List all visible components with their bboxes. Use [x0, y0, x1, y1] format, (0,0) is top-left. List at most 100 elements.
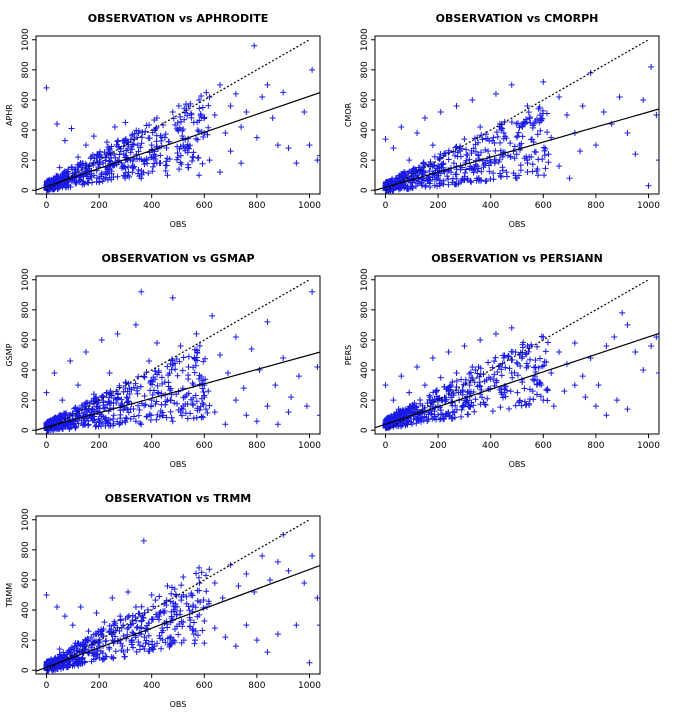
scatter-point: [190, 631, 197, 638]
scatter-point: [196, 611, 203, 618]
scatter-point: [442, 150, 449, 157]
scatter-point: [138, 288, 145, 295]
scatter-point: [138, 603, 145, 610]
scatter-point: [479, 136, 486, 143]
scatter-point: [471, 408, 478, 415]
scatter-point: [185, 372, 192, 379]
scatter-point: [388, 414, 395, 421]
scatter-point: [201, 115, 208, 122]
scatter-point: [482, 135, 489, 142]
scatter-point: [189, 158, 196, 165]
scatter-point: [148, 142, 155, 149]
scatter-point: [145, 170, 152, 177]
scatter-point: [211, 625, 218, 632]
x-tick-label: 1000: [298, 201, 321, 211]
scatter-point: [227, 102, 234, 109]
scatter-point: [75, 382, 82, 389]
scatter-point: [472, 161, 479, 168]
scatter-point: [80, 178, 87, 185]
scatter-point: [529, 376, 536, 383]
scatter-point: [104, 139, 110, 146]
scatter-point: [149, 168, 156, 175]
scatter-point: [99, 649, 106, 656]
x-tick-label: 1000: [637, 201, 660, 211]
scatter-point: [199, 385, 206, 392]
scatter-point: [131, 413, 138, 420]
scatter-points: [43, 288, 320, 434]
x-axis-label: OBS: [170, 460, 187, 469]
scatter-point: [153, 115, 160, 122]
scatter-point: [185, 364, 192, 371]
scatter-point: [204, 131, 211, 138]
scatter-point: [504, 173, 511, 180]
scatter-point: [172, 601, 179, 608]
scatter-point: [482, 178, 489, 185]
scatter-point: [492, 354, 499, 361]
scatter-point: [202, 572, 209, 579]
scatter-point: [180, 403, 187, 410]
scatter-point: [171, 606, 178, 613]
scatter-point: [188, 592, 195, 598]
scatter-point: [471, 379, 478, 386]
scatter-point: [232, 397, 239, 404]
scatter-point: [121, 173, 128, 180]
scatter-point: [157, 609, 164, 616]
scatter-point: [238, 124, 245, 131]
scatter-point: [632, 151, 639, 158]
scatter-point: [43, 659, 50, 666]
scatter-point: [127, 622, 134, 629]
scatter-point: [199, 627, 206, 634]
scatter-point: [149, 129, 156, 136]
y-axis-label: TRMM: [5, 583, 14, 608]
scatter-point: [56, 164, 63, 171]
scatter-point: [177, 342, 184, 349]
scatter-point: [317, 412, 320, 419]
scatter-point: [135, 166, 142, 173]
scatter-point: [537, 393, 544, 400]
scatter-point: [253, 134, 260, 141]
scatter-point: [85, 179, 92, 186]
scatter-point: [411, 405, 418, 412]
scatter-point: [194, 127, 201, 134]
scatter-point: [95, 631, 102, 638]
scatter-point: [75, 154, 82, 161]
scatter-point: [157, 635, 164, 642]
scatter-point: [235, 582, 242, 589]
scatter-point: [180, 619, 187, 626]
scatter-point: [468, 147, 475, 154]
scatter-point: [485, 148, 492, 155]
scatter-point: [145, 632, 152, 639]
scatter-point: [395, 406, 402, 413]
scatter-point: [168, 366, 175, 373]
scatter-point: [127, 415, 134, 422]
scatter-point: [81, 181, 88, 188]
scatter-point: [499, 164, 506, 171]
x-axis-label: OBS: [170, 220, 187, 229]
scatter-point: [482, 147, 489, 154]
scatter-point: [201, 618, 208, 625]
scatter-point: [431, 415, 438, 422]
scatter-point: [175, 127, 181, 134]
scatter-point: [437, 177, 444, 184]
scatter-point: [153, 416, 160, 423]
scatter-point: [138, 618, 145, 625]
scatter-point: [143, 413, 150, 420]
scatter-point: [139, 129, 146, 136]
scatter-point: [116, 382, 123, 389]
y-tick-label: 200: [360, 391, 370, 408]
scatter-point: [161, 608, 168, 615]
scatter-point: [132, 321, 139, 328]
scatter-point: [155, 616, 162, 623]
scatter-point: [579, 373, 586, 380]
scatter-point: [132, 418, 139, 425]
scatter-point: [251, 42, 258, 49]
scatter-point: [540, 78, 547, 85]
scatter-point: [510, 170, 517, 177]
scatter-point: [545, 151, 552, 158]
scatter-point: [180, 142, 187, 149]
scatter-point: [518, 402, 525, 409]
scatter-point: [71, 166, 78, 173]
scatter-point: [501, 352, 508, 359]
scatter-point: [517, 167, 524, 174]
scatter-point: [194, 587, 201, 594]
